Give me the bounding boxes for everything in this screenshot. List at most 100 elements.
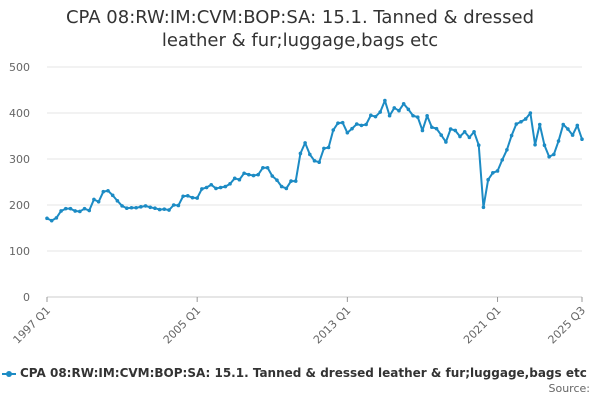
legend-line-icon xyxy=(2,369,16,379)
data-point xyxy=(519,119,523,124)
chart-title-line-2: leather & fur;luggage,bags etc xyxy=(161,30,439,51)
data-point xyxy=(106,188,110,193)
data-point xyxy=(289,179,293,183)
data-point xyxy=(476,143,481,147)
data-point xyxy=(275,178,279,182)
data-point xyxy=(110,193,115,198)
data-point xyxy=(458,134,462,139)
data-point xyxy=(373,114,378,119)
plot-area xyxy=(45,98,584,223)
x-axis: 1997 Q1 2005 Q1 2013 Q1 2021 Q1 2025 Q3 xyxy=(11,297,589,347)
data-point xyxy=(101,189,106,194)
data-point xyxy=(59,209,63,213)
legend-label: CPA 08:RW:IM:CVM:BOP:SA: 15.1. Tanned & … xyxy=(20,366,587,380)
data-point xyxy=(481,205,486,210)
data-point xyxy=(73,209,77,213)
data-point xyxy=(537,122,542,127)
data-point xyxy=(251,173,256,178)
data-point xyxy=(467,135,472,140)
data-point xyxy=(49,218,54,223)
legend[interactable]: CPA 08:RW:IM:CVM:BOP:SA: 15.1. Tanned & … xyxy=(2,366,587,380)
data-point xyxy=(148,205,153,210)
data-point xyxy=(204,185,209,190)
data-point xyxy=(256,172,260,177)
data-point xyxy=(580,137,584,142)
data-point xyxy=(570,133,575,137)
data-point xyxy=(495,169,500,173)
data-point xyxy=(298,151,303,156)
data-point xyxy=(345,130,350,135)
data-point xyxy=(561,122,566,127)
data-point xyxy=(232,176,237,181)
data-point xyxy=(322,146,326,151)
data-point xyxy=(176,203,181,208)
data-point xyxy=(378,110,383,114)
data-point xyxy=(312,159,317,163)
data-point xyxy=(87,208,92,213)
data-point xyxy=(401,102,406,106)
data-point xyxy=(500,158,505,162)
data-point xyxy=(509,133,514,138)
data-point xyxy=(556,139,561,143)
y-tick-label: 200 xyxy=(9,199,30,212)
data-point xyxy=(444,140,448,144)
y-tick-label: 400 xyxy=(9,107,30,120)
data-point xyxy=(406,107,411,112)
data-point xyxy=(190,195,195,200)
data-point xyxy=(387,113,392,118)
data-point xyxy=(453,128,458,133)
y-tick-label: 500 xyxy=(9,61,30,74)
data-point xyxy=(354,122,359,126)
data-point xyxy=(284,186,289,191)
data-point xyxy=(54,216,59,220)
data-point xyxy=(228,182,232,186)
data-point xyxy=(134,205,138,210)
chart-title-line-1: CPA 08:RW:IM:CVM:BOP:SA: 15.1. Tanned & … xyxy=(65,7,535,28)
data-point xyxy=(92,197,96,202)
data-point xyxy=(181,194,185,199)
data-point xyxy=(514,122,519,126)
data-point xyxy=(486,177,490,182)
data-point xyxy=(143,204,148,208)
data-point xyxy=(523,117,528,121)
data-point xyxy=(209,182,214,187)
data-point xyxy=(63,206,68,211)
data-point xyxy=(420,128,425,133)
data-point xyxy=(195,196,199,200)
data-point xyxy=(505,148,509,152)
data-point xyxy=(200,187,204,191)
data-point xyxy=(308,152,312,157)
data-point xyxy=(340,120,345,125)
data-point xyxy=(430,125,434,130)
data-point xyxy=(167,208,171,212)
data-point xyxy=(397,108,401,113)
data-point xyxy=(96,199,101,204)
data-point xyxy=(350,126,354,131)
data-point xyxy=(425,113,429,118)
x-tick-label: 2005 Q1 xyxy=(161,304,204,347)
data-point xyxy=(326,145,331,150)
data-point xyxy=(214,186,218,191)
data-point xyxy=(448,127,453,131)
data-point xyxy=(115,199,120,203)
data-point xyxy=(120,204,124,208)
data-point xyxy=(78,209,82,214)
data-point xyxy=(261,165,265,170)
x-tick-label: 2025 Q3 xyxy=(546,304,589,347)
data-point xyxy=(491,171,495,175)
data-point xyxy=(552,152,556,157)
data-point xyxy=(359,123,364,128)
data-point xyxy=(237,177,242,182)
data-point xyxy=(171,203,176,207)
data-point xyxy=(153,206,157,211)
data-point xyxy=(533,142,537,147)
data-point xyxy=(472,130,476,134)
data-point xyxy=(392,106,397,110)
data-point xyxy=(542,143,547,147)
x-tick-label: 1997 Q1 xyxy=(11,304,54,347)
data-point xyxy=(439,133,444,137)
data-point xyxy=(383,98,387,103)
data-point xyxy=(185,194,190,198)
data-point xyxy=(82,206,87,211)
